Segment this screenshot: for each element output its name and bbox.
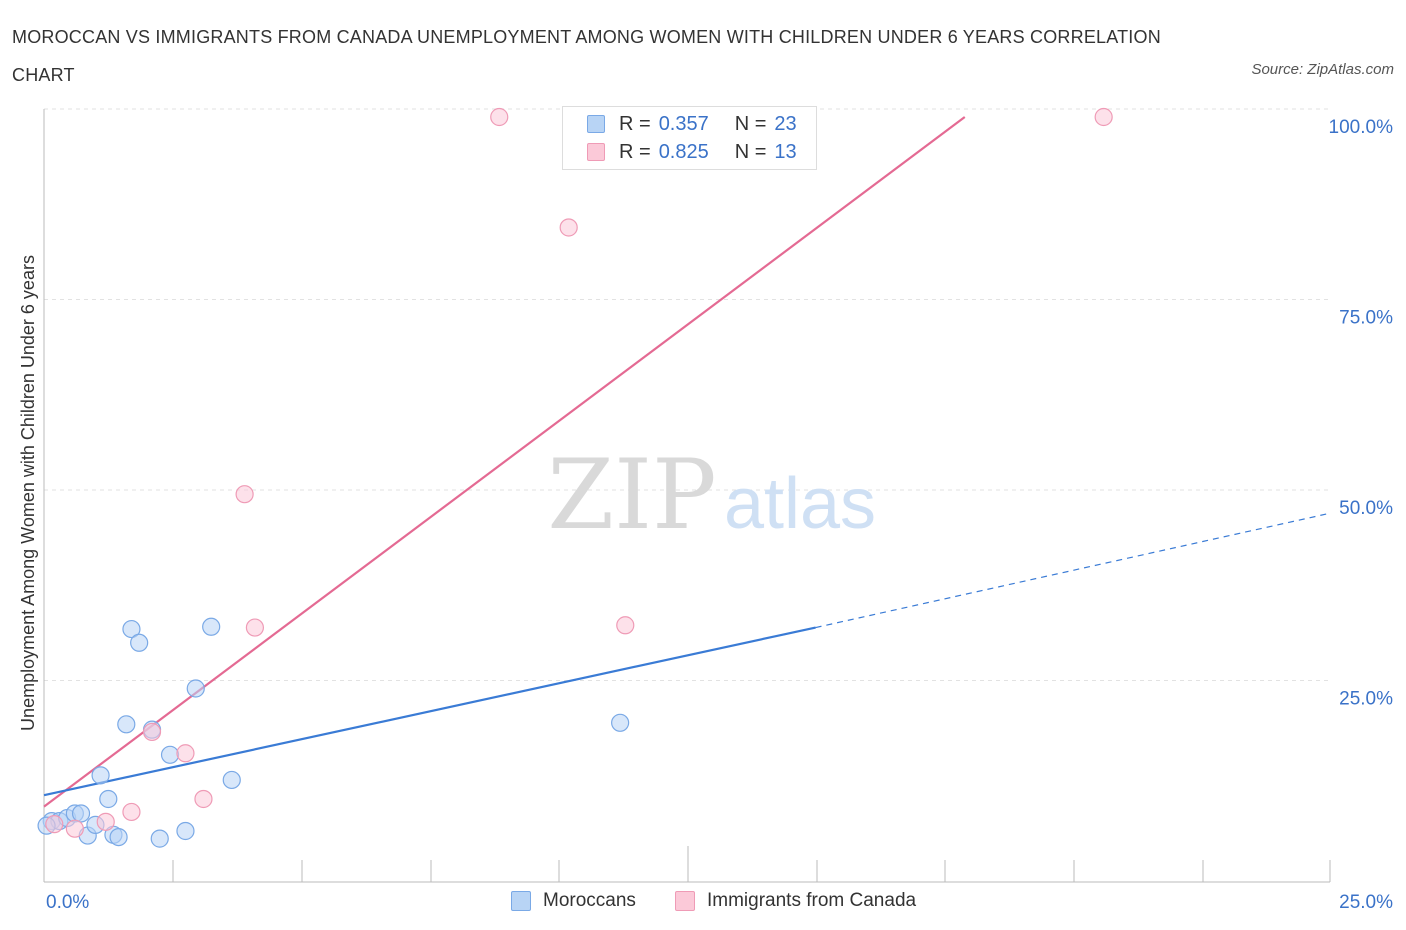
moroccans-legend-swatch: [511, 891, 531, 911]
point-moroccans[interactable]: [150, 829, 169, 848]
x-tick-label: 25.0%: [1339, 892, 1393, 913]
point-immigrants-canada[interactable]: [1094, 107, 1113, 127]
tick-labels: 25.0% 50.0% 75.0% 100.0% 0.0% 25.0%: [46, 117, 1393, 913]
trend-line-moroccans-extension: [815, 512, 1331, 629]
legend-item-immigrants-canada[interactable]: Immigrants from Canada: [675, 890, 916, 912]
point-immigrants-canada[interactable]: [616, 616, 635, 635]
immigrants-canada-swatch: [587, 143, 605, 161]
watermark-atlas: atlas: [724, 464, 876, 544]
point-immigrants-canada[interactable]: [122, 802, 141, 822]
watermark: ZIP atlas: [547, 439, 876, 551]
legend-row-moroccans: R = 0.357 N = 23: [587, 111, 797, 137]
data-points: [37, 107, 1113, 848]
y-tick-label: 75.0%: [1339, 308, 1393, 329]
point-immigrants-canada[interactable]: [194, 789, 213, 809]
correlation-legend: R = 0.357 N = 23 R = 0.825 N = 13: [562, 106, 817, 170]
point-immigrants-canada[interactable]: [245, 618, 265, 637]
point-moroccans[interactable]: [99, 789, 118, 809]
grid-lines: [44, 108, 1330, 681]
legend-row-immigrants-canada: R = 0.825 N = 13: [587, 139, 797, 165]
point-immigrants-canada[interactable]: [490, 107, 509, 127]
y-tick-label: 50.0%: [1339, 498, 1393, 519]
y-axis-label: Unemployment Among Women with Children U…: [18, 255, 38, 731]
legend-item-moroccans[interactable]: Moroccans: [511, 890, 636, 912]
chart-source: Source: ZipAtlas.com: [1251, 61, 1394, 78]
trend-line-immigrants-canada: [43, 116, 966, 808]
legend-label-moroccans: Moroccans: [543, 890, 636, 911]
watermark-zip: ZIP: [547, 439, 716, 551]
point-immigrants-canada[interactable]: [235, 485, 254, 504]
immigrants-canada-legend-swatch: [675, 891, 695, 911]
point-immigrants-canada[interactable]: [559, 218, 578, 237]
n-value: 23: [774, 112, 797, 135]
point-moroccans[interactable]: [160, 745, 180, 764]
r-label: R =: [619, 140, 651, 163]
point-moroccans[interactable]: [130, 633, 149, 652]
n-label: N =: [734, 112, 767, 135]
point-moroccans[interactable]: [122, 619, 141, 639]
point-moroccans[interactable]: [176, 821, 195, 841]
point-immigrants-canada[interactable]: [176, 744, 195, 763]
point-moroccans[interactable]: [202, 617, 221, 636]
point-moroccans[interactable]: [109, 827, 128, 847]
point-moroccans[interactable]: [91, 766, 110, 785]
point-moroccans[interactable]: [71, 804, 91, 823]
point-immigrants-canada[interactable]: [142, 722, 162, 742]
point-immigrants-canada[interactable]: [65, 819, 84, 838]
r-value: 0.825: [658, 140, 709, 163]
point-moroccans[interactable]: [222, 770, 241, 790]
point-moroccans[interactable]: [117, 715, 136, 734]
y-tick-label: 25.0%: [1339, 689, 1393, 710]
r-label: R =: [619, 112, 651, 135]
point-immigrants-canada[interactable]: [96, 812, 115, 831]
point-moroccans[interactable]: [611, 713, 630, 732]
y-tick-label: 100.0%: [1329, 117, 1394, 138]
r-value: 0.357: [658, 112, 709, 135]
point-moroccans[interactable]: [186, 679, 205, 698]
chart-title: MOROCCAN VS IMMIGRANTS FROM CANADA UNEMP…: [12, 27, 1161, 85]
series-legend: Moroccans Immigrants from Canada: [0, 890, 1406, 916]
legend-label-immigrants-canada: Immigrants from Canada: [707, 890, 917, 911]
x-tick-label: 0.0%: [46, 892, 89, 913]
point-immigrants-canada[interactable]: [45, 815, 64, 834]
n-label: N =: [734, 140, 767, 163]
trend-line-moroccans: [43, 626, 816, 797]
n-value: 13: [774, 140, 797, 163]
moroccans-swatch: [587, 115, 605, 133]
axes: [43, 109, 1331, 883]
